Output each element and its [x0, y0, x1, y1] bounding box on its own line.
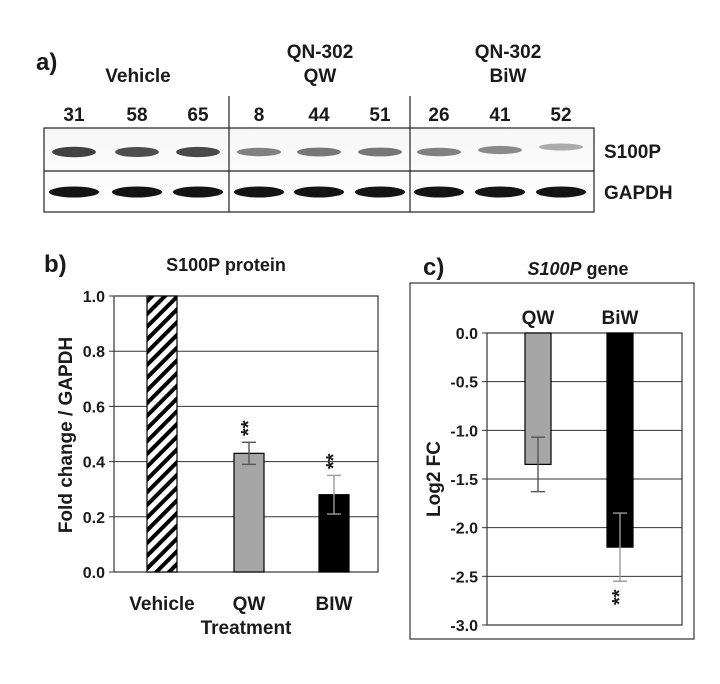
panel-a: a) Vehicle QN-302 QW QN-302 BiW 31 58 65… — [36, 42, 673, 213]
lane-label-4: 8 — [254, 105, 265, 126]
group-3-title-line1: QN-302 — [475, 42, 542, 63]
category-label-biw: BIW — [316, 594, 353, 615]
lane-label-3: 65 — [187, 105, 209, 126]
panel-c-y-axis-label: Log2 FC — [424, 441, 445, 517]
category-label-biw: BiW — [602, 308, 639, 329]
y-tick-label: -1.5 — [450, 472, 478, 489]
s100p-band — [478, 145, 522, 155]
y-tick-label: 0.0 — [83, 565, 105, 582]
y-tick-label: -2.5 — [450, 569, 478, 586]
gapdh-band — [112, 186, 162, 198]
y-tick-label: 0.4 — [83, 455, 105, 472]
y-tick-label: 0.6 — [83, 399, 105, 416]
y-tick-label: -2.0 — [450, 521, 478, 538]
y-tick-label: 1.0 — [83, 289, 105, 306]
blot-frame — [43, 127, 595, 213]
y-tick-label: 0.0 — [456, 326, 478, 343]
row-label-gapdh: GAPDH — [604, 183, 673, 204]
panel-c: c) S100P gene Log2 FC 0.0 -0.5 -1.0 -1.5 -2.… — [409, 254, 695, 640]
lane-label-2: 58 — [126, 105, 147, 126]
panel-b-y-axis-label: Fold change / GAPDH — [56, 337, 77, 533]
gapdh-band — [536, 186, 586, 198]
gapdh-bands — [49, 186, 586, 198]
s100p-band — [176, 146, 220, 158]
bar-vehicle — [146, 295, 178, 573]
bar-qw — [233, 452, 265, 573]
category-label-vehicle: Vehicle — [129, 594, 195, 615]
y-tick-label: 0.8 — [83, 344, 105, 361]
bar-biw — [606, 332, 634, 548]
significance-marker: ** — [323, 453, 345, 469]
y-tick-label: 0.2 — [83, 510, 105, 527]
gapdh-band — [49, 186, 99, 198]
group-1-title-line2: Vehicle — [105, 66, 171, 87]
lane-label-9: 52 — [550, 105, 571, 126]
lane-label-7: 26 — [428, 105, 449, 126]
panel-c-title-rest: gene — [582, 259, 629, 279]
s100p-band — [358, 147, 402, 157]
significance-marker: ** — [238, 420, 260, 436]
gapdh-band — [173, 186, 223, 198]
s100p-bands — [52, 143, 583, 158]
bar-biw — [318, 494, 350, 573]
lane-label-8: 41 — [489, 105, 511, 126]
panel-b-x-axis-label: Treatment — [201, 618, 292, 639]
panel-b-plot: 0.0 0.2 0.4 0.6 0.8 1.0 Vehicle ** QW ** BIW — [83, 289, 379, 615]
gapdh-band — [414, 186, 464, 198]
s100p-band — [417, 147, 461, 157]
group-2-title-line1: QN-302 — [287, 42, 354, 63]
group-2-title-line2: QW — [304, 66, 337, 87]
significance-marker: ** — [609, 589, 631, 605]
gapdh-band — [294, 186, 344, 198]
s100p-band — [539, 143, 583, 151]
panel-b-label: b) — [44, 251, 67, 278]
gapdh-band — [475, 186, 525, 198]
lane-label-1: 31 — [63, 105, 85, 126]
category-label-qw: QW — [233, 594, 266, 615]
lane-label-6: 51 — [369, 105, 391, 126]
panel-a-label: a) — [36, 49, 57, 76]
panel-b: b) S100P protein Fold change / GAPDH Tre… — [44, 251, 379, 639]
row-label-s100p: S100P — [604, 142, 661, 163]
panel-b-title: S100P protein — [166, 255, 286, 275]
gapdh-band — [234, 186, 284, 198]
lane-label-5: 44 — [308, 105, 330, 126]
y-tick-label: -3.0 — [450, 618, 478, 635]
s100p-band — [115, 146, 159, 158]
y-tick-label: -1.0 — [450, 423, 478, 440]
panel-c-label: c) — [423, 254, 444, 281]
category-label-qw: QW — [522, 308, 555, 329]
s100p-band — [52, 146, 96, 158]
panel-c-plot: 0.0 -0.5 -1.0 -1.5 -2.0 -2.5 -3.0 QW ** BiW — [450, 308, 683, 635]
panel-c-title: S100P gene — [527, 259, 628, 279]
gapdh-band — [355, 186, 405, 198]
y-tick-label: -0.5 — [450, 375, 478, 392]
panel-c-frame — [409, 282, 695, 640]
group-3-title-line2: BiW — [490, 66, 527, 87]
s100p-band — [237, 147, 281, 157]
panel-c-title-gene: S100P — [527, 259, 582, 279]
s100p-band — [297, 147, 341, 157]
